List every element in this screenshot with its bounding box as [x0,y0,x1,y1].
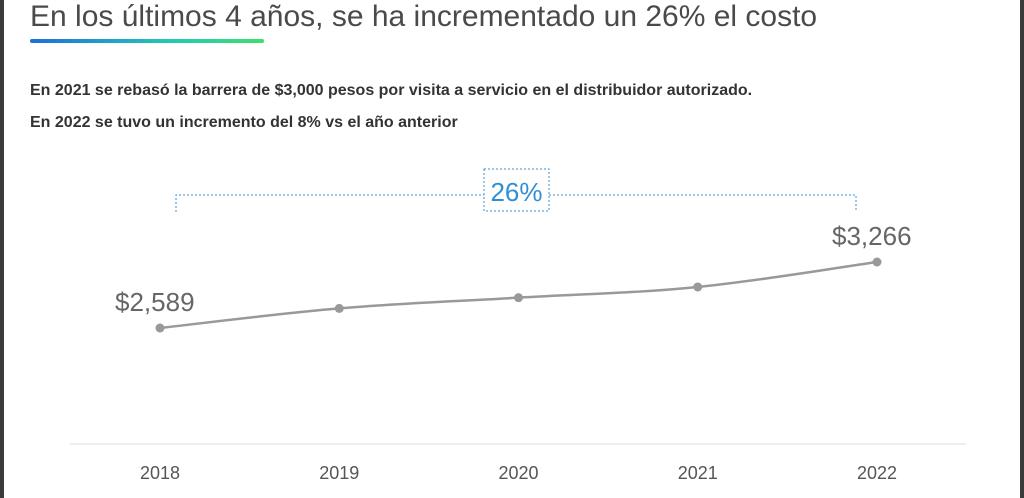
right-frame-edge [1020,0,1024,498]
data-point-2020 [514,293,523,303]
x-tick-label-2022: 2022 [857,463,897,483]
data-point-2021 [693,282,703,292]
data-point-2022 [872,257,882,267]
x-tick-label-2020: 2020 [498,463,538,483]
chart-subtitle-line-2: En 2022 se tuvo un incremento del 8% vs … [30,114,458,131]
chart-subtitle-line-1: En 2021 se rebasó la barrera de $3,000 p… [30,82,753,99]
annotation-label: 26% [490,177,542,207]
chart-title: En los últimos 4 años, se ha incrementad… [30,0,818,33]
data-label-2018: $2,589 [115,287,195,317]
x-tick-label-2019: 2019 [319,463,359,483]
annotation-box [483,168,550,212]
x-tick-label-2018: 2018 [140,463,180,483]
data-label-2022: $3,266 [832,221,912,251]
data-point-2019 [334,303,344,313]
bracket-right [549,194,857,212]
x-tick-label-2021: 2021 [678,463,718,483]
left-frame-edge [0,0,4,498]
data-point-2018 [155,323,165,333]
title-underline [30,39,264,43]
bracket-left [175,194,484,212]
